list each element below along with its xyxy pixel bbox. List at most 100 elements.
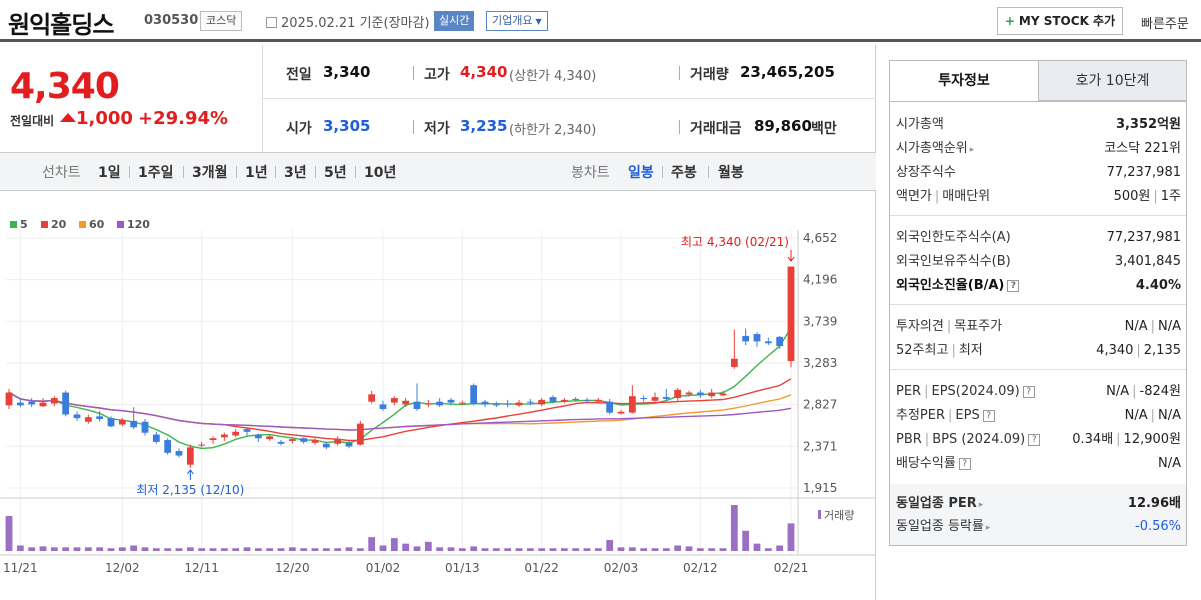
industry-change-label: 동일업종 등락률 [896, 519, 984, 534]
volume-bar [300, 548, 308, 551]
high-value: 4,340 [460, 63, 508, 81]
header-bar [0, 0, 1201, 42]
y-tick-label: 3,739 [803, 314, 837, 328]
current-price: 4,340 [10, 66, 120, 107]
high-arrow-icon [787, 250, 795, 262]
date-text: 2025.02.21 [281, 16, 356, 31]
candle-daily[interactable]: 일봉 [628, 165, 654, 181]
candle-body [50, 398, 58, 404]
period-1w[interactable]: 1주일 [138, 165, 174, 181]
tab-investment-info[interactable]: 투자정보 [889, 60, 1039, 101]
volume-bar [390, 538, 398, 551]
date-basis: 기준(장마감) [359, 16, 430, 31]
calendar-icon [266, 17, 277, 28]
help-icon[interactable]: ? [1028, 434, 1041, 446]
axis-labels: 4,652 4,196 3,739 3,283 2,827 2,371 1,915 11/21… [3, 231, 854, 575]
add-mystock-button[interactable]: + MY STOCK 추가 [997, 7, 1123, 35]
candle-chart-label: 봉차트 [571, 165, 610, 181]
candle-body [776, 336, 784, 346]
panel-divider [890, 304, 1186, 305]
fast-order-link[interactable]: 빠른주문 [1141, 17, 1189, 32]
moving-averages [8, 327, 792, 450]
rank-value: 코스닥 221위 [1104, 141, 1181, 156]
volume-bar [379, 545, 387, 551]
candle-weekly[interactable]: 주봉 [671, 165, 697, 181]
volume-bar [5, 516, 13, 551]
rank-label: 시가총액순위 [896, 141, 968, 156]
chevron-right-icon: ▸ [969, 145, 975, 155]
period-1d[interactable]: 1일 [98, 165, 121, 181]
candle-body [209, 438, 217, 441]
volume-bar [764, 548, 772, 551]
volume-legend-swatch [818, 510, 821, 519]
candle-body [186, 447, 194, 465]
industry-change-row[interactable]: 동일업종 등락률 ▸ -0.56% [896, 515, 1181, 539]
volume-bar [356, 548, 364, 551]
volume-bar [662, 548, 670, 551]
candle-body [277, 441, 285, 444]
volume-bar [458, 548, 466, 551]
period-1y[interactable]: 1년 [245, 165, 268, 181]
candle-body [753, 334, 761, 342]
x-tick-label: 01/02 [366, 561, 401, 575]
volume-bar [696, 548, 704, 551]
candle-body [719, 393, 727, 396]
per-row: PER | EPS(2024.09)? N/A | -824원 [896, 384, 1181, 399]
candle-body [220, 434, 228, 438]
candle-body [254, 434, 262, 439]
help-icon[interactable]: ? [982, 410, 995, 422]
x-tick-label: 11/21 [3, 561, 38, 575]
candle-body [118, 419, 126, 425]
tab-order-book[interactable]: 호가 10단계 [1038, 60, 1187, 101]
candle-body [39, 402, 47, 407]
period-3y[interactable]: 3년 [284, 165, 307, 181]
volume-bar [254, 548, 262, 551]
eps-label: EPS(2024.09) [931, 384, 1020, 399]
w52-high-value: 4,340 [1096, 343, 1134, 358]
shares-value: 77,237,981 [1106, 165, 1181, 180]
price-chart[interactable]: 5 20 60 120 4,652 4,196 3,739 3,283 2,827 2,371 1… [0, 200, 876, 600]
volume-bar [130, 545, 138, 551]
par-label: 액면가 [896, 189, 932, 204]
candle-body [175, 451, 183, 456]
volume-label: 거래량 [824, 509, 854, 522]
help-icon[interactable]: ? [958, 458, 971, 470]
unit-value: 1주 [1160, 189, 1181, 204]
change-amount: 1,000 [76, 108, 133, 129]
rank-row[interactable]: 시가총액순위 ▸ 코스닥 221위 [896, 137, 1181, 161]
volume-bar [220, 548, 228, 551]
candle-body [447, 399, 455, 403]
help-icon[interactable]: ? [1022, 386, 1035, 398]
candle-monthly[interactable]: 월봉 [718, 165, 744, 181]
period-5y[interactable]: 5년 [324, 165, 347, 181]
candle-body [198, 444, 206, 446]
candle-body [28, 401, 36, 405]
volume-bar [118, 547, 126, 551]
period-10y[interactable]: 10년 [364, 165, 397, 181]
target-label: 목표주가 [954, 319, 1003, 334]
separator [679, 120, 680, 134]
period-3m[interactable]: 3개월 [192, 165, 228, 181]
help-icon[interactable]: ? [1007, 280, 1020, 292]
target-value: N/A [1158, 319, 1181, 334]
quote-divider [263, 98, 876, 99]
period-divider [315, 166, 316, 178]
volume-bar [606, 539, 614, 551]
candle-body [402, 400, 410, 405]
realtime-button[interactable]: 실시간 [434, 11, 475, 31]
candle-body [232, 431, 240, 436]
candle-body [379, 404, 387, 409]
candle-body [322, 443, 330, 448]
opinion-label: 투자의견 [896, 319, 944, 334]
volume-bar [152, 548, 160, 551]
corp-info-dropdown[interactable]: 기업개요 ▼ [486, 11, 548, 31]
industry-box [890, 484, 1186, 545]
industry-per-row[interactable]: 동일업종 PER ▸ 12.96배 [896, 492, 1181, 516]
foreign-hold-row: 외국인보유주식수(B) 3,401,845 [896, 250, 1181, 274]
volume-bar [730, 505, 738, 551]
panel-divider [890, 369, 1186, 370]
candle-body [311, 440, 319, 443]
high-annotation: 최고 4,340 (02/21) [681, 235, 789, 249]
volume-bar [243, 547, 251, 551]
market-cap-row: 시가총액 3,352억원 [896, 113, 1181, 137]
